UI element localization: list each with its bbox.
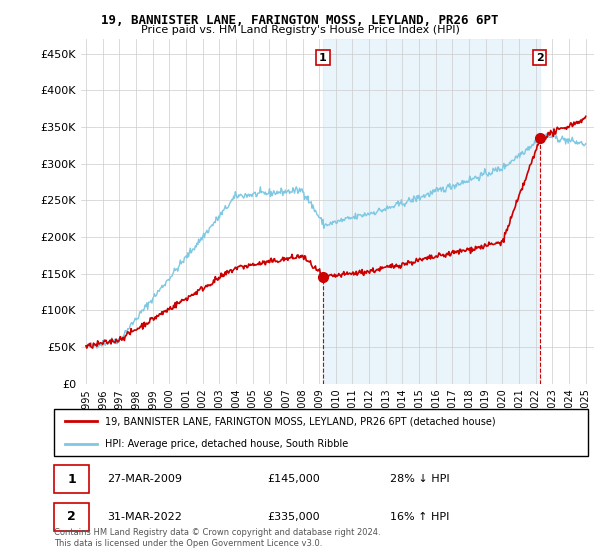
Bar [54,503,89,531]
Text: 1: 1 [319,53,327,63]
Text: 19, BANNISTER LANE, FARINGTON MOSS, LEYLAND, PR26 6PT: 19, BANNISTER LANE, FARINGTON MOSS, LEYL… [101,14,499,27]
Bar [54,465,89,493]
Text: 2: 2 [536,53,544,63]
Text: HPI: Average price, detached house, South Ribble: HPI: Average price, detached house, Sout… [105,439,348,449]
Text: 19, BANNISTER LANE, FARINGTON MOSS, LEYLAND, PR26 6PT (detached house): 19, BANNISTER LANE, FARINGTON MOSS, LEYL… [105,416,496,426]
Text: £145,000: £145,000 [268,474,320,484]
Text: 27-MAR-2009: 27-MAR-2009 [107,474,182,484]
Text: Contains HM Land Registry data © Crown copyright and database right 2024.
This d: Contains HM Land Registry data © Crown c… [54,528,380,548]
Bar [323,39,540,384]
Text: 1: 1 [67,473,76,486]
Text: Price paid vs. HM Land Registry's House Price Index (HPI): Price paid vs. HM Land Registry's House … [140,25,460,35]
Text: £335,000: £335,000 [268,512,320,522]
Text: 28% ↓ HPI: 28% ↓ HPI [391,474,450,484]
Text: 31-MAR-2022: 31-MAR-2022 [107,512,182,522]
Text: 16% ↑ HPI: 16% ↑ HPI [391,512,450,522]
Text: 2: 2 [67,510,76,524]
